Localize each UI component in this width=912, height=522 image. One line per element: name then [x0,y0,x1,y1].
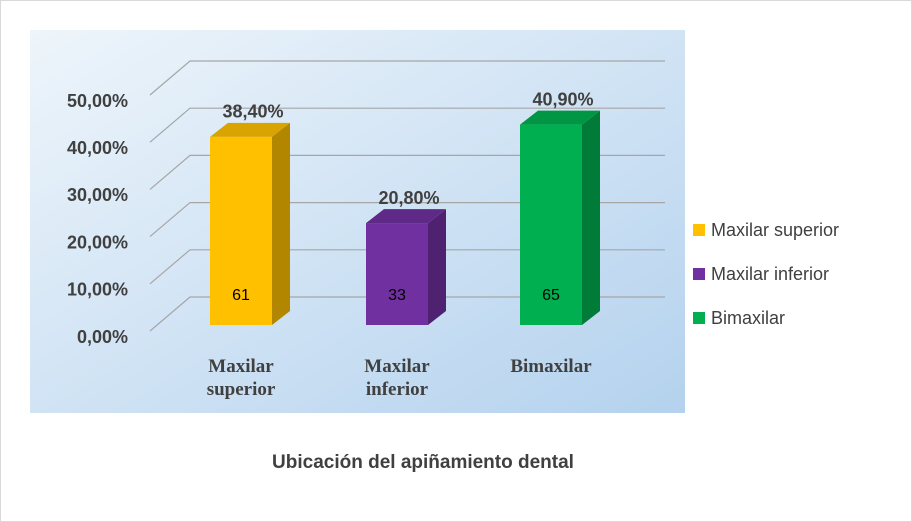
bar [366,223,428,325]
bar-top [520,110,600,125]
chart-title: Ubicación del apiñamiento dental [272,452,574,473]
grid-line [149,249,665,285]
y-tick-label: 20,00% [67,232,128,252]
y-tick-label: 0,00% [77,327,128,347]
count-label: 65 [542,287,560,304]
legend-swatch [693,224,705,236]
bar-top [366,209,446,224]
y-tick-label: 30,00% [67,185,128,205]
grid-line [149,154,665,190]
y-tick-label: 40,00% [67,138,128,158]
x-tick-label: Maxilar superior [206,356,276,400]
bar-side [272,122,290,325]
bar [210,136,272,325]
bar [520,124,582,325]
grid-line [149,296,665,332]
count-label: 33 [388,287,406,304]
data-label: 38,40% [222,102,283,122]
bar-top [210,122,290,137]
count-label: 61 [232,287,250,304]
legend-swatch [693,268,705,280]
legend-label: Maxilar inferior [711,264,829,284]
bar-side [428,209,446,325]
grid-line [149,202,665,238]
grid-line [149,107,665,143]
bar-side [582,110,600,325]
y-tick-label: 10,00% [67,280,128,300]
y-tick-label: 50,00% [67,91,128,111]
legend-label: Maxilar superior [711,220,839,240]
data-label: 40,90% [532,89,593,109]
data-label: 20,80% [378,188,439,208]
x-tick-label: Maxilar inferior [364,356,430,400]
legend-label: Bimaxilar [711,308,785,328]
grid-line [149,60,665,96]
x-tick-label: Bimaxilar [510,356,592,377]
legend-swatch [693,312,705,324]
